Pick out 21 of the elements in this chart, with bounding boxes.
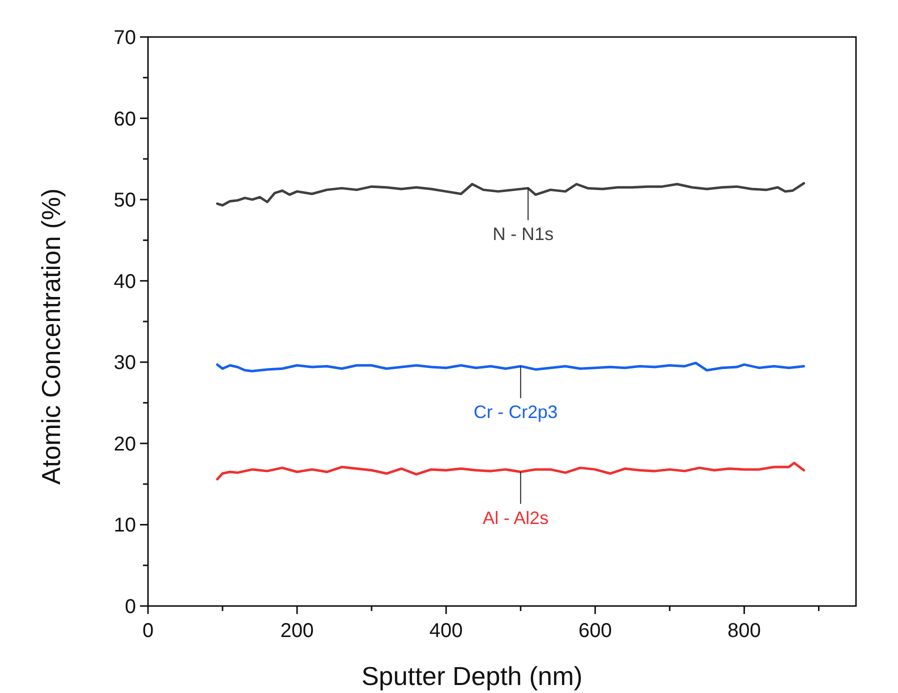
x-tick-label: 600 [578, 620, 612, 642]
x-tick-label: 800 [728, 620, 761, 642]
x-axis-title: Sputter Depth (nm) [361, 661, 583, 691]
y-tick-label: 40 [114, 270, 136, 293]
x-tick-label: 200 [280, 620, 314, 642]
x-tick-label: 400 [429, 620, 463, 642]
series-label: N - N1s [492, 224, 554, 244]
line-series [216, 182, 806, 207]
y-tick-label: 10 [114, 514, 136, 537]
y-tick-label: 60 [114, 108, 136, 130]
text: Al - Al2s [482, 508, 549, 528]
y-tick-label: 20 [114, 433, 136, 456]
y-axis-title: Atomic Concentration (%) [36, 188, 66, 485]
y-tick-label: 50 [114, 190, 136, 212]
y-tick-label: 70 [114, 27, 136, 49]
y-tick-label: 0 [124, 596, 136, 618]
x-tick-label: 0 [142, 620, 154, 642]
series-label: Cr - Cr2p3 [474, 402, 558, 422]
y-tick-label: 30 [114, 352, 136, 374]
line-series [216, 362, 806, 372]
line-series [216, 462, 806, 480]
